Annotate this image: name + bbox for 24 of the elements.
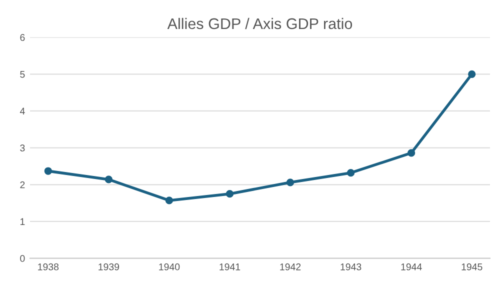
y-tick-label: 0 [20, 255, 25, 262]
chart-title: Allies GDP / Axis GDP ratio [167, 18, 352, 30]
y-tick-label: 3 [20, 144, 25, 152]
y-tick-label: 4 [20, 108, 25, 114]
point [468, 70, 476, 78]
x-tick-label: 1944 [401, 263, 422, 270]
y-tick-label: 6 [20, 34, 25, 41]
point [104, 176, 113, 184]
point [226, 190, 234, 198]
x-tick-label: 1940 [159, 263, 180, 270]
y-tick-label: 1 [20, 218, 25, 225]
x-tick-label: 1942 [280, 263, 301, 270]
y-tick-label: 5 [20, 70, 25, 78]
point [286, 178, 294, 186]
point [44, 167, 52, 175]
point [165, 196, 174, 204]
x-tick-label: 1945 [462, 263, 482, 270]
x-tick-label: 1939 [98, 263, 120, 270]
y-tick-label: 2 [20, 181, 25, 188]
x-tick-label: 1943 [340, 263, 362, 270]
point [346, 169, 355, 177]
x-tick-label: 1941 [220, 263, 240, 270]
point [407, 149, 416, 157]
x-tick-label: 1938 [38, 263, 59, 270]
